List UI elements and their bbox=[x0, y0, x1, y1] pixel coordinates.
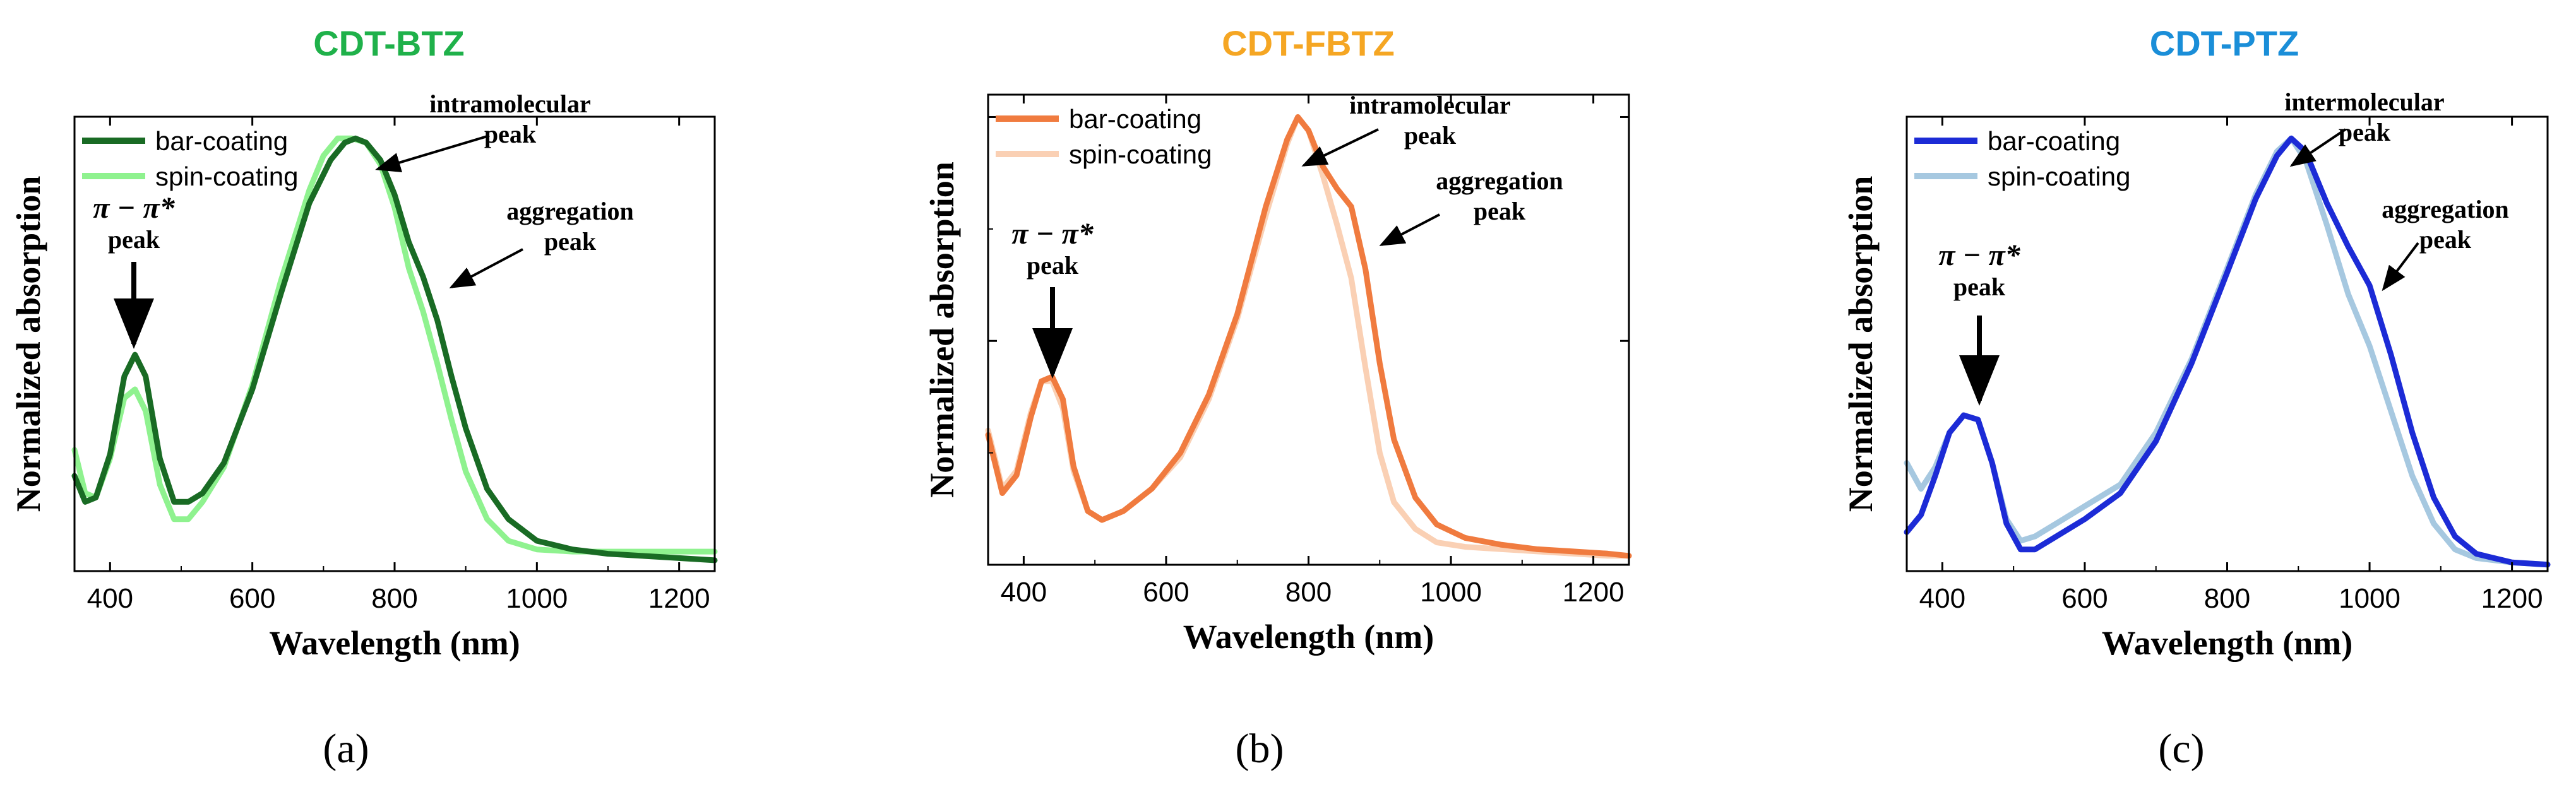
series-line-spin-coating bbox=[71, 135, 718, 555]
panel-sublabel: (b) bbox=[1236, 726, 1284, 772]
x-tick-label: 1000 bbox=[506, 583, 568, 614]
annotation-arrow bbox=[375, 134, 490, 173]
annotation-text: aggregation bbox=[1436, 167, 1563, 195]
legend-label-bar-coating: bar-coating bbox=[1988, 126, 2120, 156]
annotation-text: π − π* bbox=[1011, 217, 1094, 251]
panel-sublabel: (a) bbox=[323, 726, 369, 772]
annotation-text: π − π* bbox=[93, 191, 175, 225]
annotation-text: intermolecular bbox=[2284, 88, 2444, 116]
x-tick-label: 600 bbox=[2061, 583, 2108, 614]
annotation-text: intramolecular bbox=[1349, 91, 1511, 119]
annotation-text: π − π* bbox=[1938, 239, 2020, 272]
annotation-arrow bbox=[2289, 128, 2347, 167]
x-tick-label: 1000 bbox=[2339, 583, 2400, 614]
series-line-bar-coating bbox=[985, 114, 1632, 559]
chart-title: CDT-FBTZ bbox=[1222, 23, 1395, 63]
annotation-text-line2: peak bbox=[484, 120, 537, 148]
legend-label-bar-coating: bar-coating bbox=[1069, 104, 1202, 134]
annotation-text-line2: peak bbox=[544, 227, 597, 256]
x-tick-label: 1200 bbox=[1563, 577, 1625, 608]
series-line-bar-coating bbox=[71, 135, 718, 564]
x-tick-label: 1000 bbox=[1420, 577, 1482, 608]
x-axis-label: Wavelength (nm) bbox=[269, 624, 520, 662]
annotation-arrow bbox=[1379, 213, 1440, 246]
x-tick-label: 600 bbox=[1143, 577, 1189, 608]
chart-panel-3: CDT-PTZ 400 600 800 1000 1200 Wavelength (nm) N… bbox=[1842, 23, 2551, 772]
y-axis-label: Normalized absorption bbox=[1842, 176, 1880, 512]
x-tick-label: 400 bbox=[1001, 577, 1047, 608]
y-axis-label: Normalized absorption bbox=[923, 162, 961, 498]
x-tick-label: 1200 bbox=[2481, 583, 2543, 614]
x-axis-label: Wavelength (nm) bbox=[1183, 618, 1434, 656]
annotation-text-line2: peak bbox=[1953, 273, 2006, 301]
x-tick-label: 1200 bbox=[648, 583, 710, 614]
annotation-text-line2: peak bbox=[108, 225, 160, 254]
x-tick-label: 600 bbox=[229, 583, 275, 614]
panel-sublabel: (c) bbox=[2158, 726, 2204, 772]
annotation-text-line2: peak bbox=[1474, 197, 1526, 225]
legend-label-spin-coating: spin-coating bbox=[1988, 162, 2130, 191]
y-axis-label: Normalized absorption bbox=[9, 176, 47, 512]
legend-label-spin-coating: spin-coating bbox=[1069, 139, 1212, 169]
x-tick-label: 800 bbox=[2204, 583, 2250, 614]
annotation-text-line2: peak bbox=[2339, 118, 2391, 146]
x-tick-label: 400 bbox=[87, 583, 133, 614]
annotation-text-line2: peak bbox=[1027, 251, 1079, 280]
annotation-arrow bbox=[449, 248, 523, 288]
annotation-text-line2: peak bbox=[2419, 225, 2472, 254]
annotation-text: intramolecular bbox=[429, 90, 591, 118]
chart-panel-2: CDT-FBTZ 400 600 800 1000 1200 Wavelength (nm)… bbox=[923, 23, 1632, 772]
annotation-arrow bbox=[1301, 128, 1379, 167]
annotation-arrow bbox=[2382, 242, 2419, 292]
x-axis-label: Wavelength (nm) bbox=[2102, 624, 2353, 662]
annotation-text: aggregation bbox=[506, 197, 633, 225]
annotation-text-line2: peak bbox=[1404, 121, 1457, 150]
annotation-text: aggregation bbox=[2382, 195, 2508, 223]
chart-panel-1: CDT-BTZ 400 600 800 1000 1200 Wavelength (nm) N… bbox=[9, 23, 718, 772]
chart-title: CDT-BTZ bbox=[313, 23, 465, 63]
x-tick-label: 400 bbox=[1919, 583, 1965, 614]
chart-title: CDT-PTZ bbox=[2150, 23, 2299, 63]
series-line-bar-coating bbox=[1904, 135, 2551, 568]
x-tick-label: 800 bbox=[1285, 577, 1332, 608]
x-tick-label: 800 bbox=[371, 583, 417, 614]
legend-label-spin-coating: spin-coating bbox=[155, 162, 298, 191]
legend-label-bar-coating: bar-coating bbox=[155, 126, 288, 156]
